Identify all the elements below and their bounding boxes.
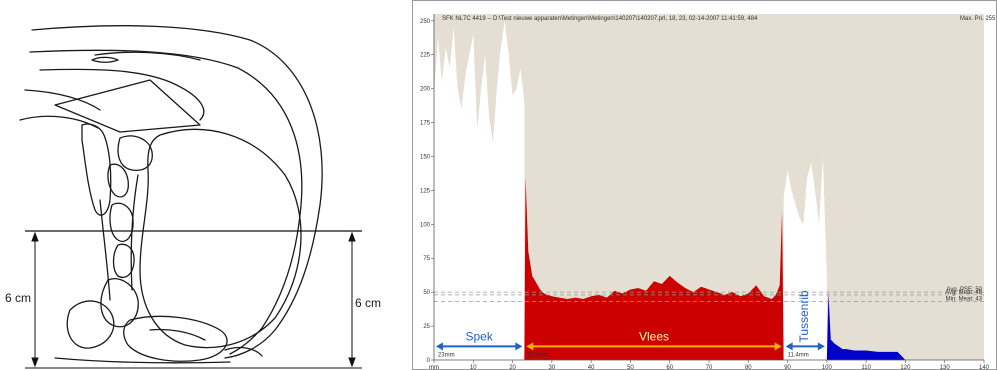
x-tick-label: 10 bbox=[470, 365, 477, 370]
reference-line-label: Min. Meat: 43 bbox=[946, 297, 983, 303]
spine-bone-1 bbox=[117, 135, 153, 171]
x-tick-label: 20 bbox=[509, 365, 516, 370]
y-tick-label: 200 bbox=[420, 87, 431, 93]
lower-muscle-2 bbox=[123, 315, 228, 362]
spine-column-2 bbox=[130, 174, 139, 291]
segment-length-label: 11.4mm bbox=[788, 352, 809, 358]
spine-bone-3 bbox=[109, 202, 134, 242]
annotation-arrow-head bbox=[515, 342, 523, 351]
y-tick-label: 50 bbox=[423, 290, 430, 296]
y-tick-label: 0 bbox=[427, 358, 431, 364]
x-tick-label: 140 bbox=[979, 365, 990, 370]
x-tick-label: 90 bbox=[784, 365, 791, 370]
lower-muscle bbox=[66, 300, 115, 349]
annotation-arrow-head bbox=[436, 342, 443, 351]
cap-inner bbox=[24, 89, 101, 111]
carcass-cross-section-diagram: 6 cm 6 cm bbox=[5, 25, 381, 369]
loin-eye-muscle bbox=[139, 128, 302, 349]
lower-detail bbox=[149, 328, 206, 341]
annotation-arrow-head bbox=[774, 342, 782, 351]
series-area-tussenrib bbox=[783, 156, 827, 360]
x-tick-label: 70 bbox=[706, 365, 713, 370]
annotation-arrow-head bbox=[817, 342, 825, 351]
annotation-arrow-head bbox=[785, 342, 793, 351]
x-tick-label: 40 bbox=[588, 365, 595, 370]
left-measure-label: 6 cm bbox=[5, 291, 31, 305]
y-tick-label: 175 bbox=[420, 121, 431, 127]
lower-right-detail bbox=[224, 346, 263, 357]
left-measure-arrow bbox=[31, 231, 39, 368]
fold-detail bbox=[91, 56, 119, 63]
x-tick-label: 80 bbox=[745, 365, 752, 370]
series-area-tail bbox=[826, 292, 906, 360]
x-tick-label: 100 bbox=[822, 365, 833, 370]
annotation-label: Tussenrib bbox=[797, 290, 811, 343]
x-tick-label: 110 bbox=[861, 365, 871, 370]
reference-line-label: Avg. PSE: 50 bbox=[946, 287, 982, 293]
x-tick-label: mm bbox=[429, 365, 439, 370]
y-tick-label: 100 bbox=[420, 222, 431, 228]
segment-length-label: 23mm bbox=[438, 352, 455, 358]
x-tick-label: 60 bbox=[666, 365, 673, 370]
x-tick-label: 130 bbox=[940, 365, 951, 370]
y-tick-label: 75 bbox=[423, 256, 430, 262]
annotation-arrow-head bbox=[526, 342, 534, 351]
series-area-spek bbox=[434, 20, 525, 361]
y-tick-label: 225 bbox=[420, 53, 431, 59]
y-tick-label: 250 bbox=[420, 19, 431, 25]
chart-header-info: SFK NL7C 4419 -- D:\Test nieuwe apparate… bbox=[442, 16, 758, 22]
segment-length-label: 65.8mm bbox=[528, 352, 550, 358]
spine-column bbox=[99, 199, 111, 301]
annotation-label: Spek bbox=[465, 329, 493, 343]
top-fold bbox=[94, 51, 201, 61]
x-tick-label: 120 bbox=[900, 365, 911, 370]
y-tick-label: 125 bbox=[420, 188, 431, 194]
y-tick-label: 25 bbox=[423, 324, 430, 330]
y-tick-label: 150 bbox=[420, 154, 431, 160]
spine-bone-4 bbox=[112, 243, 135, 278]
outer-contour bbox=[31, 25, 323, 359]
belly-line bbox=[54, 357, 231, 364]
upper-cap bbox=[39, 68, 205, 121]
x-tick-label: 50 bbox=[627, 365, 634, 370]
reference-line-label: Avg. Meat: 48 bbox=[945, 290, 983, 296]
series-area-vlees bbox=[524, 176, 784, 360]
ventral-bone bbox=[100, 278, 139, 328]
right-measure-label: 6 cm bbox=[355, 296, 381, 310]
chart-header-max: Max. Pri. 255 bbox=[960, 16, 996, 22]
spinous-process bbox=[81, 123, 112, 216]
spine-bone-2 bbox=[107, 163, 129, 198]
cap-band bbox=[54, 79, 201, 133]
annotation-label: Vlees bbox=[639, 329, 669, 343]
right-measure-arrow bbox=[348, 231, 356, 368]
x-tick-label: 30 bbox=[549, 365, 556, 370]
